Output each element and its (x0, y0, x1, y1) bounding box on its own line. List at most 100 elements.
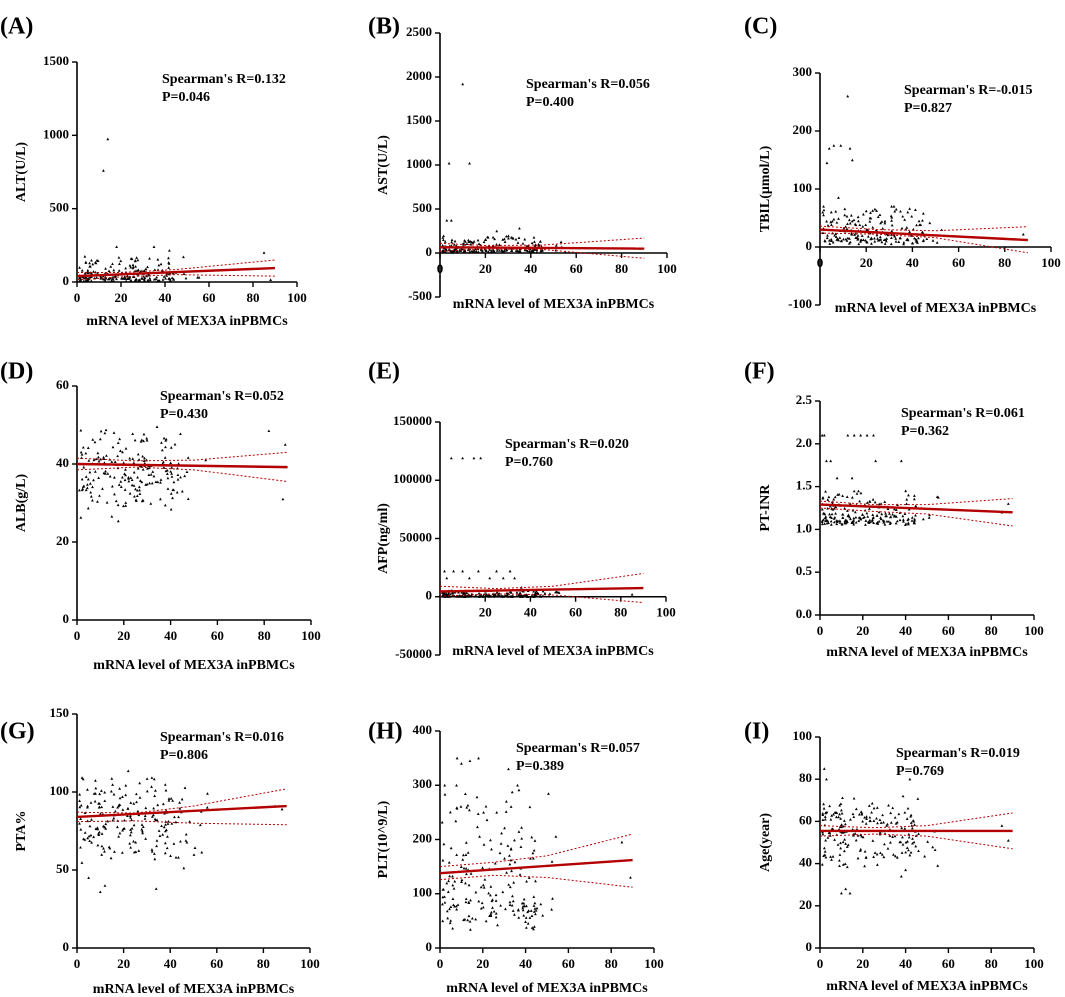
data-point (96, 827, 100, 831)
data-point (846, 433, 850, 437)
y-tick-label: 100 (50, 783, 70, 798)
data-point (830, 814, 834, 817)
data-point (911, 837, 914, 840)
data-point (78, 276, 82, 280)
data-point (461, 569, 464, 573)
data-point (885, 519, 889, 523)
data-point (893, 816, 897, 819)
data-point (124, 446, 128, 450)
data-point (912, 521, 916, 525)
data-point (866, 235, 870, 238)
data-point (119, 480, 123, 483)
data-point (889, 236, 893, 239)
data-point (821, 495, 825, 499)
data-point (908, 853, 912, 857)
data-point (829, 855, 832, 858)
data-point (523, 237, 527, 241)
data-point (524, 926, 528, 929)
data-point (132, 823, 136, 827)
data-point (525, 904, 528, 908)
data-point (468, 250, 471, 254)
data-point (180, 489, 184, 493)
x-axis-label: mRNA level of MEX3A inPBMCs (93, 982, 295, 997)
data-point (841, 863, 845, 866)
data-point (868, 815, 872, 819)
data-point (460, 591, 464, 594)
data-point (88, 824, 92, 828)
x-tick-label: 20 (479, 605, 492, 620)
data-point (99, 276, 103, 280)
data-point (93, 470, 97, 473)
data-point (146, 265, 149, 269)
data-point (508, 885, 512, 889)
data-point (914, 513, 917, 517)
data-point (890, 219, 893, 222)
data-point (152, 852, 156, 855)
data-point (904, 522, 908, 525)
data-point (841, 516, 845, 519)
data-point (538, 594, 542, 598)
data-point (851, 812, 855, 816)
data-point (827, 239, 831, 242)
data-point (859, 491, 863, 495)
data-point (878, 831, 882, 834)
data-point (541, 914, 545, 917)
data-point (916, 797, 920, 800)
data-point (899, 840, 903, 844)
data-point (93, 799, 97, 803)
data-point (128, 842, 132, 845)
data-point (166, 822, 170, 825)
data-point (825, 219, 828, 223)
data-point (845, 520, 849, 524)
data-point (98, 805, 101, 809)
data-point (521, 904, 525, 908)
data-point (526, 910, 529, 914)
data-point (861, 819, 865, 823)
data-point (110, 777, 114, 780)
data-point (455, 853, 459, 856)
data-point (871, 209, 875, 212)
data-point (479, 885, 483, 889)
data-point (79, 450, 83, 454)
p-value: P=0.430 (160, 407, 208, 422)
data-point (901, 843, 905, 846)
data-point (543, 591, 547, 595)
data-point (96, 451, 100, 455)
y-tick-label: 500 (50, 200, 70, 215)
data-point (933, 848, 937, 852)
data-point (115, 245, 118, 248)
data-point (148, 276, 152, 280)
data-point (152, 777, 156, 781)
data-point (160, 448, 164, 452)
data-point (136, 258, 140, 262)
data-point (823, 853, 827, 857)
data-point (148, 257, 151, 260)
data-point (135, 256, 138, 259)
data-point (167, 261, 171, 264)
data-point (118, 796, 122, 800)
data-point (900, 826, 904, 830)
data-point (140, 823, 144, 826)
ci-lower-line (819, 507, 1013, 527)
data-point (145, 482, 149, 486)
x-axis-label: mRNA level of MEX3A inPBMCs (453, 297, 655, 312)
data-point (501, 890, 505, 894)
data-point (850, 520, 854, 523)
data-point (858, 223, 862, 227)
data-point (875, 521, 879, 525)
regression-line (819, 228, 1028, 242)
data-point (852, 518, 856, 522)
data-point (547, 792, 550, 795)
data-point (111, 262, 114, 266)
data-point (903, 811, 907, 814)
x-tick-label: 80 (985, 623, 998, 638)
data-point (112, 816, 116, 820)
data-point (539, 902, 543, 906)
data-point (92, 458, 96, 462)
data-point (443, 569, 446, 573)
data-point (533, 912, 537, 916)
data-point (517, 830, 521, 833)
data-point (169, 470, 173, 473)
x-tick-label: 0 (74, 628, 81, 643)
data-point (905, 846, 909, 849)
